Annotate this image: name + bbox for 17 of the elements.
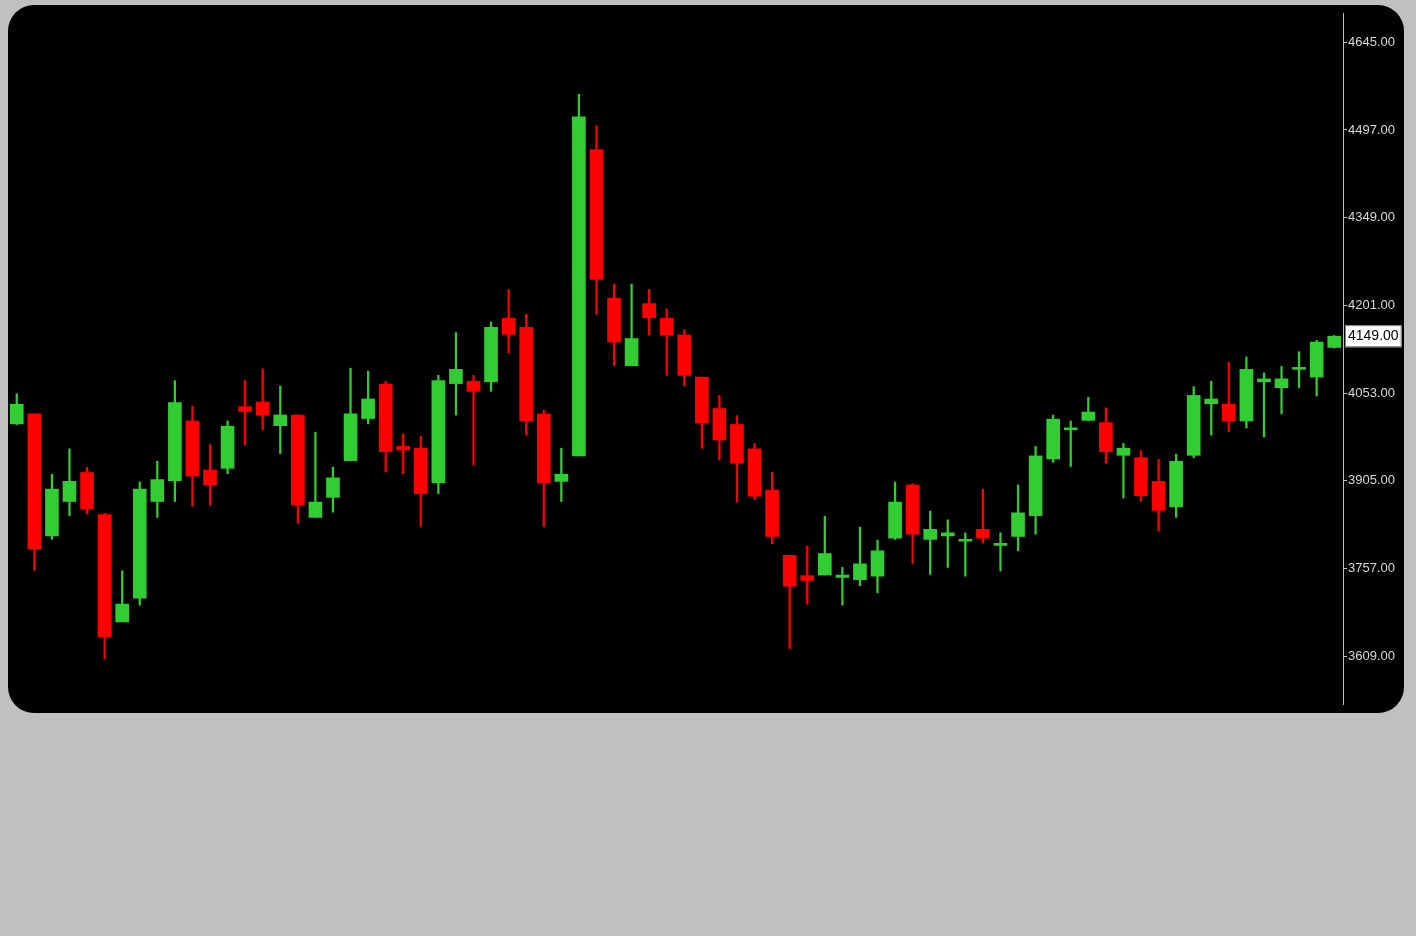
candlestick bbox=[993, 532, 1008, 572]
candlestick bbox=[466, 374, 481, 466]
candlestick bbox=[308, 431, 323, 518]
candlestick bbox=[835, 566, 850, 606]
y-tick-label: 3757.00 bbox=[1348, 560, 1395, 576]
y-tick-label: 4349.00 bbox=[1348, 209, 1395, 225]
y-tick-label: 3609.00 bbox=[1348, 647, 1395, 663]
candlestick bbox=[501, 289, 516, 354]
y-tick-label: 4053.00 bbox=[1348, 384, 1395, 400]
y-tick-label: 3905.00 bbox=[1348, 472, 1395, 488]
y-tick-label: 4645.00 bbox=[1348, 33, 1395, 49]
text: 4149.00 bbox=[1348, 327, 1399, 344]
candlestick bbox=[1116, 443, 1131, 499]
y-tick-label: 4497.00 bbox=[1348, 121, 1395, 137]
y-tick-label: 4201.00 bbox=[1348, 296, 1395, 312]
candlestick bbox=[62, 448, 77, 517]
candlestick bbox=[1274, 366, 1289, 415]
